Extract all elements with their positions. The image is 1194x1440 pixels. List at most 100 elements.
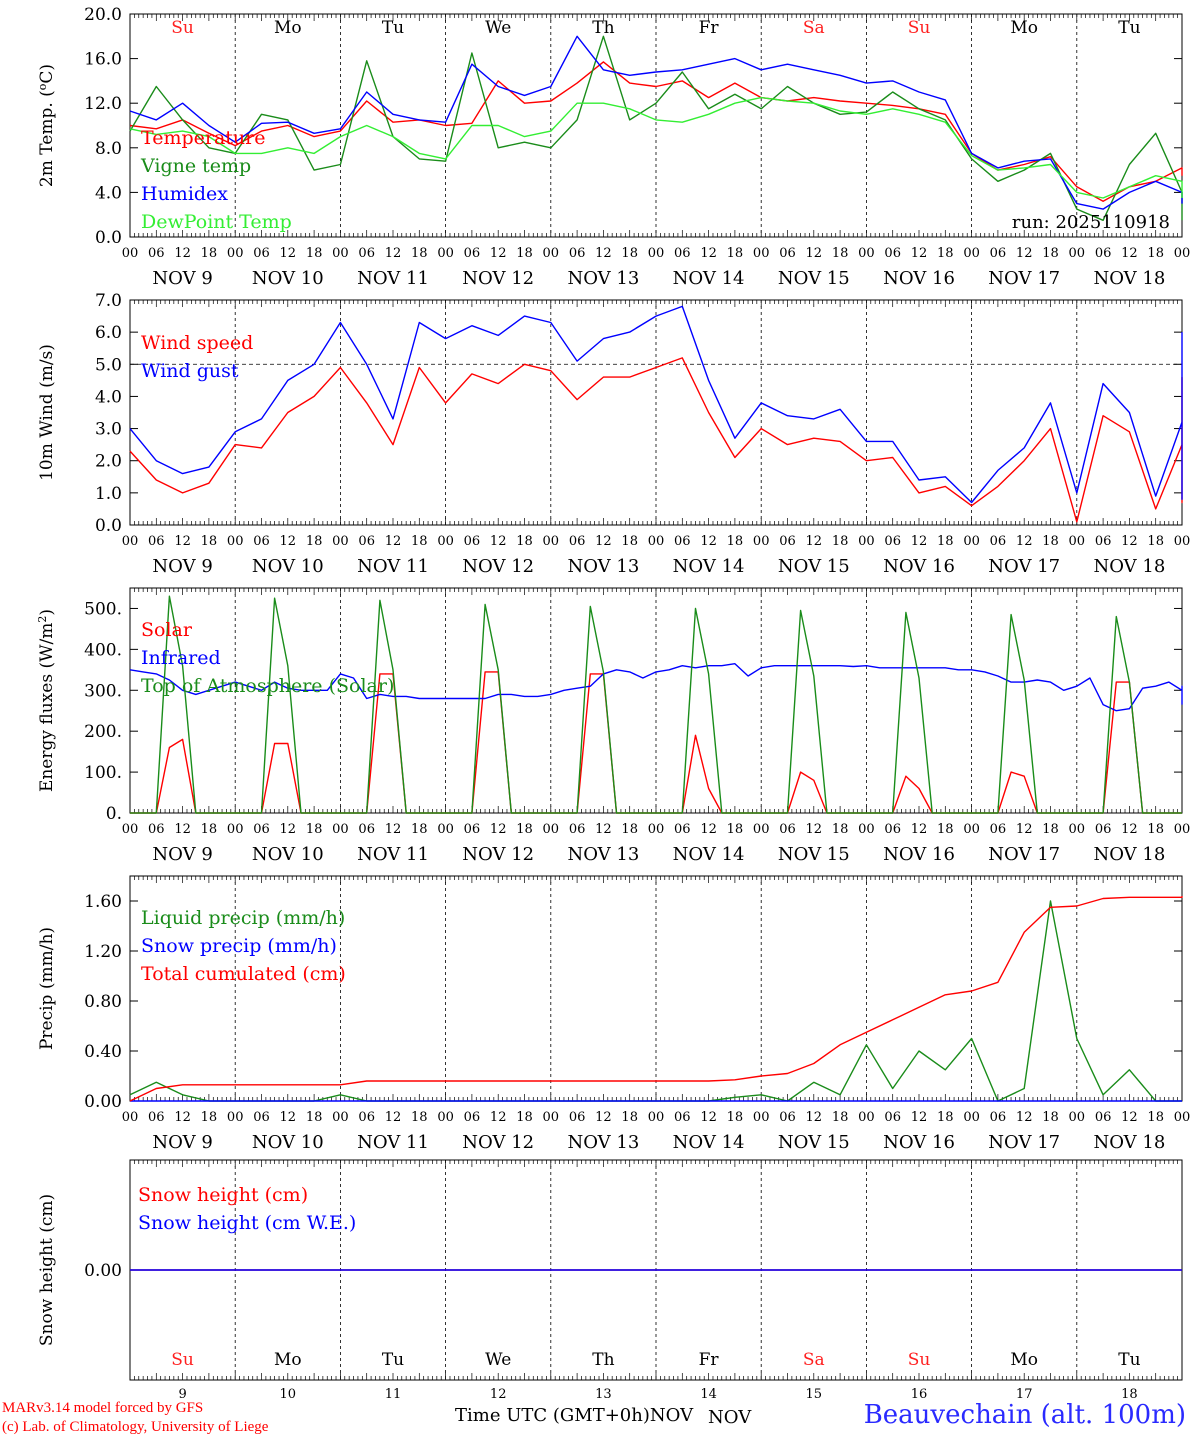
weekday-label: We [485, 18, 511, 38]
hour-tick-label: 00 [437, 246, 454, 261]
hour-tick-label: 12 [1016, 822, 1033, 837]
date-label: NOV 11 [357, 556, 429, 577]
y-tick-label: 2.0 [95, 452, 122, 472]
hour-tick-label: 18 [1042, 1110, 1059, 1125]
y-axis-label: Precip (mm/h) [37, 927, 57, 1050]
hour-tick-label: 00 [122, 246, 139, 261]
y-tick-label: 7.0 [95, 291, 122, 311]
weekday-label: Tu [382, 18, 404, 38]
hour-tick-label: 18 [201, 822, 218, 837]
day-number-label: 13 [595, 1387, 612, 1402]
series-line-total-cumulated-cm [129, 896, 1183, 1102]
weekday-label: Fr [699, 18, 720, 38]
hour-tick-label: 06 [358, 1110, 375, 1125]
weekday-label: Sa [803, 1350, 825, 1370]
hour-tick-label: 06 [569, 822, 586, 837]
hour-tick-label: 18 [727, 822, 744, 837]
weekday-label: Mo [1010, 1350, 1038, 1370]
hour-tick-label: 12 [1121, 822, 1138, 837]
hour-tick-label: 00 [858, 534, 875, 549]
hour-tick-label: 18 [1147, 246, 1164, 261]
y-tick-label: 4.0 [95, 387, 122, 407]
y-tick-label: 16.0 [84, 50, 122, 70]
hour-tick-label: 00 [1174, 246, 1191, 261]
y-axis-label: 10m Wind (m/s) [37, 344, 57, 481]
hour-tick-label: 18 [1147, 1110, 1164, 1125]
hour-tick-label: 12 [280, 534, 297, 549]
hour-tick-label: 12 [700, 1110, 717, 1125]
y-axis-label: 2m Temp. (oC) [36, 64, 58, 187]
lab-credit: (c) Lab. of Climatology, University of L… [2, 1419, 269, 1435]
y-tick-label: 0.00 [84, 1092, 122, 1112]
hour-tick-label: 12 [174, 534, 191, 549]
date-label: NOV 17 [988, 268, 1060, 289]
legend-entry: Wind speed [141, 332, 253, 354]
hour-tick-label: 00 [437, 1110, 454, 1125]
hour-tick-label: 18 [937, 534, 954, 549]
hour-tick-label: 06 [884, 246, 901, 261]
date-label: NOV 12 [462, 1132, 534, 1153]
hour-tick-label: 06 [148, 1110, 165, 1125]
hour-tick-label: 18 [306, 534, 323, 549]
hour-tick-label: 00 [648, 1110, 665, 1125]
hour-tick-label: 18 [621, 1110, 638, 1125]
hour-tick-label: 06 [464, 246, 481, 261]
hour-tick-label: 18 [201, 246, 218, 261]
legend-entry: Infrared [141, 647, 221, 669]
hour-tick-label: 06 [253, 246, 270, 261]
hour-tick-label: 00 [1174, 1110, 1191, 1125]
legend-entry: Snow height (cm W.E.) [138, 1212, 356, 1234]
plot-frame [129, 587, 1183, 814]
y-tick-label: 100. [84, 763, 122, 783]
hour-tick-label: 06 [253, 1110, 270, 1125]
hour-tick-label: 00 [332, 246, 349, 261]
hour-tick-label: 00 [227, 534, 244, 549]
legend-entry: DewPoint Temp [141, 211, 292, 233]
hour-tick-label: 18 [411, 1110, 428, 1125]
hour-tick-label: 00 [753, 246, 770, 261]
weekday-label: Su [908, 1350, 931, 1370]
legend-entry: Snow precip (mm/h) [141, 935, 337, 957]
hour-tick-label: 18 [516, 534, 533, 549]
hour-tick-label: 12 [490, 1110, 507, 1125]
hour-tick-label: 18 [832, 246, 849, 261]
hour-tick-label: 18 [1042, 822, 1059, 837]
hour-tick-label: 18 [201, 534, 218, 549]
hour-tick-label: 18 [621, 822, 638, 837]
hour-tick-label: 00 [753, 534, 770, 549]
hour-tick-label: 12 [385, 246, 402, 261]
hour-tick-label: 18 [727, 246, 744, 261]
hour-tick-label: 12 [806, 534, 823, 549]
date-label: NOV 15 [778, 268, 850, 289]
legend-entry: Wind gust [141, 360, 239, 382]
hour-tick-label: 18 [1042, 534, 1059, 549]
hour-tick-label: 00 [1069, 1110, 1086, 1125]
hour-tick-label: 18 [727, 534, 744, 549]
hour-tick-label: 12 [174, 246, 191, 261]
legend-entry: Liquid precip (mm/h) [141, 907, 345, 929]
hour-tick-label: 00 [543, 1110, 560, 1125]
date-label: NOV 11 [357, 1132, 429, 1153]
date-label: NOV 14 [673, 268, 745, 289]
hour-tick-label: 00 [858, 1110, 875, 1125]
day-number-label: 11 [385, 1387, 402, 1402]
hour-tick-label: 06 [1095, 246, 1112, 261]
y-tick-label: 0. [106, 804, 122, 824]
hour-tick-label: 18 [621, 534, 638, 549]
hour-tick-label: 06 [674, 246, 691, 261]
hour-tick-label: 12 [700, 246, 717, 261]
day-number-label: 17 [1016, 1387, 1033, 1402]
series-line-infrared [129, 663, 1183, 712]
hour-tick-label: 12 [1016, 246, 1033, 261]
hour-tick-label: 00 [543, 822, 560, 837]
date-label: NOV 18 [1093, 844, 1165, 865]
y-tick-label: 0.00 [84, 1261, 122, 1281]
hour-tick-label: 12 [595, 1110, 612, 1125]
hour-tick-label: 06 [779, 246, 796, 261]
series-line-wind-speed [129, 357, 1183, 523]
hour-tick-label: 06 [464, 822, 481, 837]
legend-entry: Top of Atmosphere (Solar) [141, 675, 394, 697]
y-tick-label: 200. [84, 722, 122, 742]
hour-tick-label: 12 [911, 534, 928, 549]
